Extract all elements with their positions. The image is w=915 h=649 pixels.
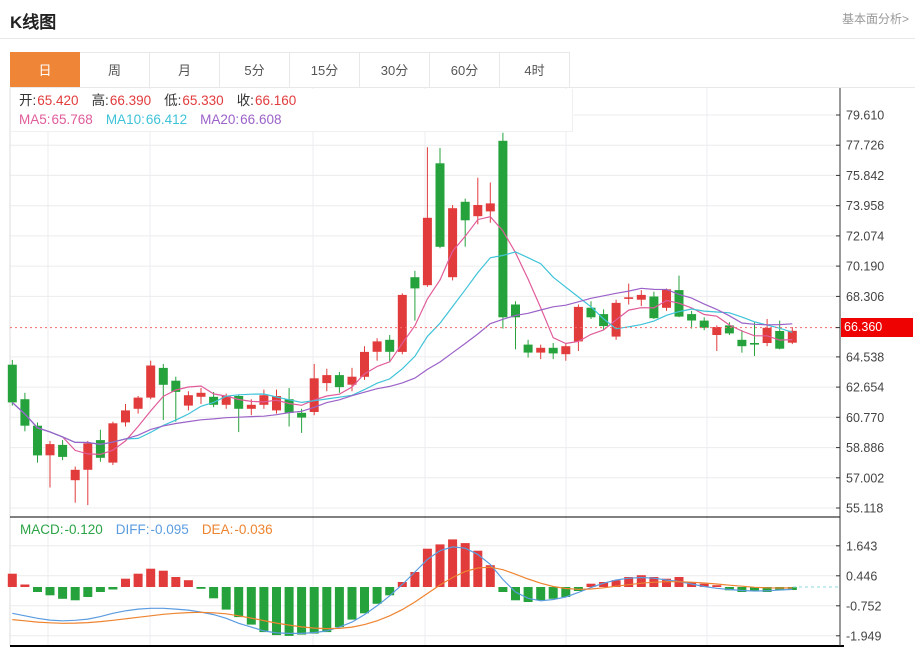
tab-5min[interactable]: 5分 [220,52,290,87]
quote-info-box: 开:65.420 高:66.390 低:65.330 收:66.160 MA5:65.… [11,89,573,132]
info-pair: 收:66.160 [236,93,297,108]
tab-4hour[interactable]: 4时 [500,52,570,87]
svg-text:75.842: 75.842 [846,169,884,183]
svg-text:68.306: 68.306 [846,290,884,304]
tab-30min[interactable]: 30分 [360,52,430,87]
tab-week[interactable]: 周 [80,52,150,87]
svg-text:70.190: 70.190 [846,260,884,274]
period-tab-bar: 日周月 5分 15分 30分 60分 4时 [10,52,915,88]
diff-line [12,546,793,635]
svg-text:62.654: 62.654 [846,381,884,395]
svg-text:55.118: 55.118 [846,502,883,516]
info-pair: MA20:66.608 [200,112,282,127]
svg-text:0.446: 0.446 [846,569,877,583]
svg-text:60.770: 60.770 [846,411,884,425]
header-divider [0,38,915,39]
ma10-line [11,251,793,446]
info-pair: DEA:-0.036 [201,522,273,537]
ma20-line [11,287,793,446]
candlestick-series [7,132,797,506]
info-pair: MACD:-0.120 [20,522,103,537]
info-pair: 开:65.420 [19,93,79,108]
svg-text:1.643: 1.643 [846,539,877,553]
y-axis-labels: 79.610 77.726 75.842 73.958 72.074 70.190 68.3… [836,109,884,643]
svg-text:72.074: 72.074 [846,229,884,243]
page-title: K线图 [10,13,57,32]
svg-text:-1.949: -1.949 [846,629,881,643]
fundamental-analysis-link[interactable]: 基本面分析> [841,12,909,26]
info-pair: MA10:66.412 [105,112,188,127]
svg-text:73.958: 73.958 [846,199,884,213]
info-pair: 高:66.390 [91,93,152,108]
tab-60min[interactable]: 60分 [430,52,500,87]
tab-15min[interactable]: 15分 [290,52,360,87]
tab-day[interactable]: 日 [10,52,80,87]
info-pair: MA5:65.768 [19,112,93,127]
svg-text:79.610: 79.610 [846,109,884,123]
info-pair: 低:65.330 [164,93,224,108]
svg-text:-0.752: -0.752 [846,599,881,613]
svg-text:77.726: 77.726 [846,139,884,153]
grid-lines [9,88,840,646]
tab-month[interactable]: 月 [150,52,220,87]
ohlc-info-row: 开:65.420 高:66.390 低:65.330 收:66.160 [19,91,572,110]
svg-text:57.002: 57.002 [846,471,884,485]
dea-line [12,566,793,630]
svg-text:64.538: 64.538 [846,350,884,364]
macd-histogram [7,539,797,636]
price-tag: 66.360 [841,318,913,337]
ma5-line [11,216,793,456]
info-pair: DIFF:-0.095 [115,522,189,537]
svg-text:58.886: 58.886 [846,441,884,455]
ma-info-row: MA5:65.768 MA10:66.412 MA20:66.608 [19,110,572,129]
macd-info-row: MACD:-0.120 DIFF:-0.095 DEA:-0.036 [20,521,286,539]
